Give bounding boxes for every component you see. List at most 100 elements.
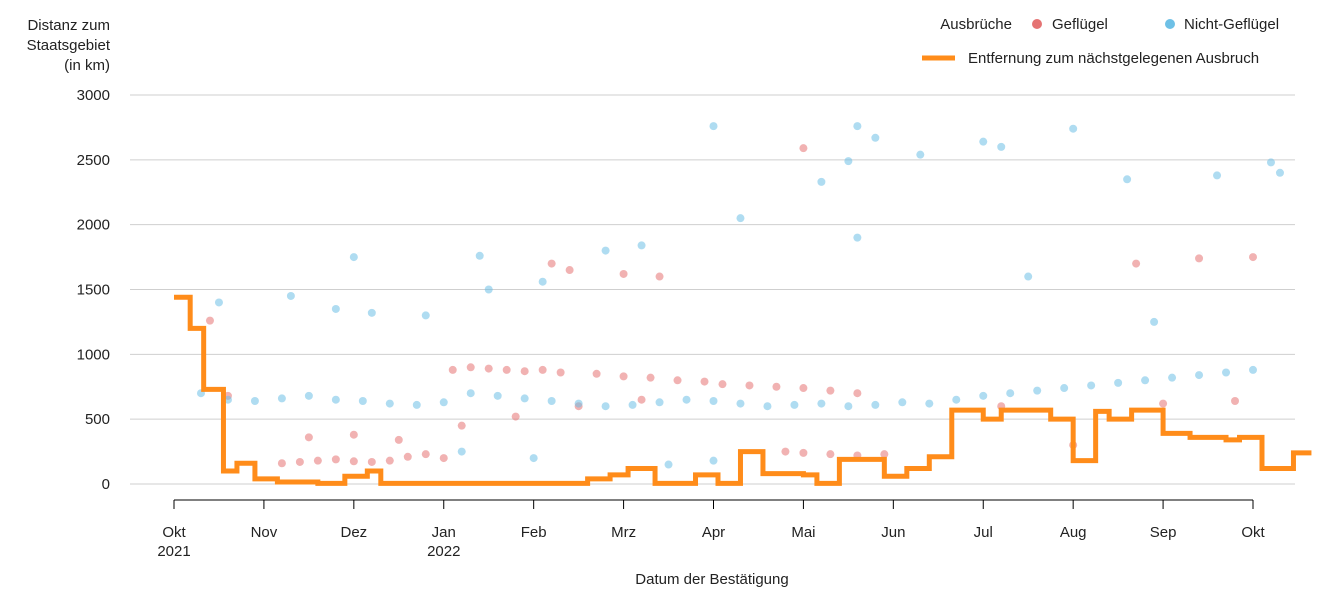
poultry-point xyxy=(826,386,835,395)
nonpoultry-point xyxy=(1141,376,1150,385)
nonpoultry-point xyxy=(1275,168,1284,177)
nonpoultry-point xyxy=(997,142,1006,151)
poultry-point xyxy=(367,457,376,466)
x-axis-title: Datum der Bestätigung xyxy=(635,571,788,588)
nonpoultry-point xyxy=(1222,368,1231,377)
poultry-point xyxy=(331,455,340,464)
poultry-point xyxy=(1249,253,1257,262)
nonpoultry-point xyxy=(331,395,340,404)
nonpoultry-point xyxy=(979,137,988,146)
nonpoultry-point xyxy=(484,285,493,294)
poultry-point xyxy=(520,367,529,376)
nonpoultry-point xyxy=(655,398,664,407)
poultry-point xyxy=(655,272,664,281)
nonpoultry-point xyxy=(412,400,421,409)
legend-title: Ausbrüche xyxy=(940,16,1012,33)
nonpoultry-point xyxy=(1195,371,1204,380)
nonpoultry-point xyxy=(1266,158,1275,167)
nearest-outbreak-line xyxy=(174,294,1312,486)
nonpoultry-point xyxy=(331,304,340,313)
nonpoultry-point xyxy=(709,456,718,465)
poultry-point xyxy=(439,454,448,463)
y-tick-label: 2500 xyxy=(77,152,110,169)
x-tick-label: Apr xyxy=(702,524,725,541)
poultry-point xyxy=(556,368,565,377)
poultry-point xyxy=(799,144,808,153)
nonpoultry-point xyxy=(898,398,907,407)
nonpoultry-point xyxy=(1060,384,1069,393)
nonpoultry-point xyxy=(1069,124,1078,133)
poultry-point xyxy=(1159,399,1168,408)
nonpoultry-point xyxy=(952,395,961,404)
gridlines xyxy=(130,94,1295,485)
y-axis-title-line-2: Staatsgebiet xyxy=(27,37,111,54)
nonpoultry-point xyxy=(601,246,610,255)
poultry-point xyxy=(547,259,556,268)
legend-nonpoultry-marker xyxy=(1165,19,1175,29)
nonpoultry-point xyxy=(547,397,556,406)
nonpoultry-point xyxy=(457,447,466,456)
poultry-point xyxy=(457,421,466,430)
legend-poultry-marker xyxy=(1032,19,1042,29)
poultry-point xyxy=(745,381,754,390)
x-tick-label: Aug xyxy=(1060,524,1087,541)
x-tick-label: Dez xyxy=(340,524,367,541)
nonpoultry-point xyxy=(1213,171,1222,180)
x-axis: Okt 2021 Nov Dez Jan 2022 Feb Mrz Apr Mai Jun Jul Au… xyxy=(157,500,1265,560)
legend-poultry-label: Geflügel xyxy=(1052,16,1108,33)
nonpoultry-point xyxy=(790,400,799,409)
nonpoultry-point xyxy=(844,402,853,411)
poultry-point xyxy=(673,376,682,385)
poultry-point xyxy=(772,382,781,391)
poultry-point xyxy=(592,369,601,378)
x-tick-label: Jan xyxy=(432,524,456,541)
nonpoultry-point xyxy=(466,389,475,398)
poultry-point xyxy=(700,377,709,386)
nonpoultry-point xyxy=(277,394,286,403)
y-axis-title-line-3: (in km) xyxy=(64,57,110,74)
nonpoultry-point xyxy=(1123,175,1132,184)
x-tick-label: Jul xyxy=(974,524,993,541)
y-tick-label: 3000 xyxy=(77,87,110,104)
y-tick-label: 500 xyxy=(85,411,110,428)
nonpoultry-point xyxy=(817,177,826,186)
y-axis-title-line-1: Distanz zum xyxy=(27,17,110,34)
nonpoultry-point xyxy=(304,391,313,400)
nonpoultry-point xyxy=(493,391,502,400)
nonpoultry-point xyxy=(853,233,862,242)
nonpoultry-point xyxy=(736,214,745,223)
nonpoultry-point xyxy=(628,400,637,409)
legend: Ausbrüche Geflügel Nicht-Geflügel Entfer… xyxy=(922,16,1279,67)
x-tick-year-label: 2021 xyxy=(157,543,190,560)
nonpoultry-point xyxy=(1024,272,1033,281)
poultry-point xyxy=(1195,254,1204,263)
nonpoultry-point xyxy=(925,399,934,408)
nonpoultry-point xyxy=(916,150,925,159)
nonpoultry-point xyxy=(709,397,718,406)
poultry-point xyxy=(304,433,313,442)
poultry-point xyxy=(799,384,808,393)
nonpoultry-point xyxy=(1087,381,1096,390)
poultry-point xyxy=(511,412,520,421)
nonpoultry-point xyxy=(736,399,745,408)
y-axis: 0 500 1000 1500 2000 2500 3000 xyxy=(77,87,110,493)
x-tick-label: Nov xyxy=(251,524,278,541)
poultry-point xyxy=(799,448,808,457)
nonpoultry-point xyxy=(367,308,376,317)
nonpoultry-point xyxy=(871,400,880,409)
nonpoultry-point xyxy=(358,397,367,406)
poultry-point xyxy=(718,380,727,389)
poultry-point xyxy=(385,456,394,465)
poultry-point xyxy=(1132,259,1141,268)
x-tick-year-label: 2022 xyxy=(427,543,460,560)
nonpoultry-point xyxy=(1168,373,1177,382)
nonpoultry-point xyxy=(1006,389,1015,398)
nonpoultry-point xyxy=(475,251,484,260)
nonpoultry-point xyxy=(853,122,862,131)
x-tick-label: Mai xyxy=(791,524,815,541)
poultry-point xyxy=(880,450,889,459)
nonpoultry-point xyxy=(601,402,610,411)
nonpoultry-point xyxy=(1114,378,1123,387)
poultry-point xyxy=(313,456,322,465)
